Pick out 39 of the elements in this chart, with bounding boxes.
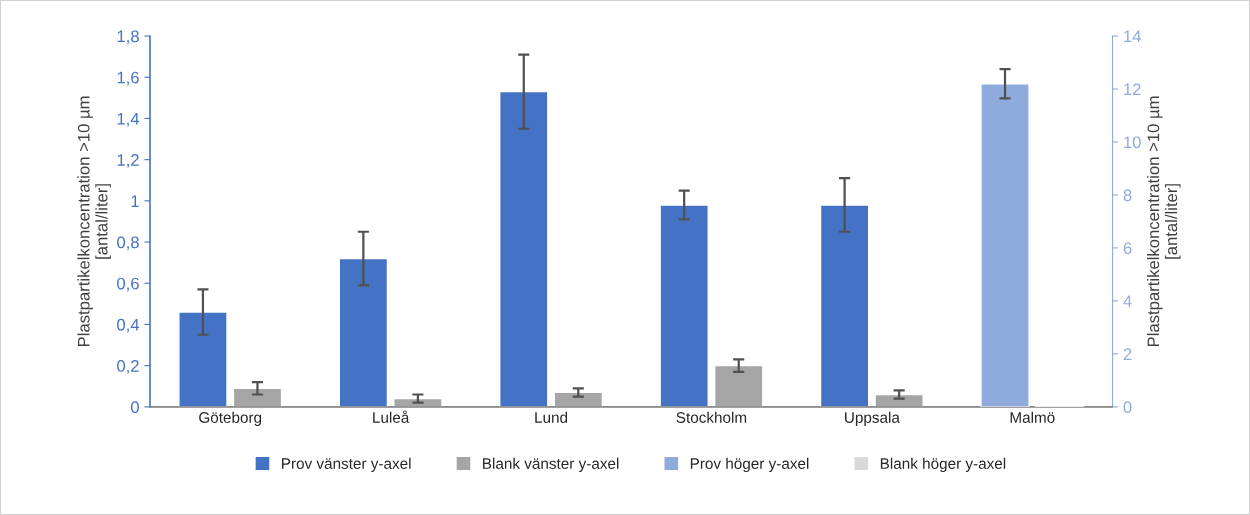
bar (819, 204, 870, 407)
y-tick-label: 0,2 (117, 360, 139, 374)
bar (874, 393, 924, 407)
y-tick-label: 1 (131, 195, 139, 207)
legend-label: Prov vänster y-axel (282, 457, 411, 472)
x-tick-label: Uppsala (845, 411, 900, 426)
x-tick-label: Göteborg (199, 411, 262, 426)
y-tick-label: 0,8 (117, 236, 139, 251)
y2-axis-title: Plastpartikelkoncentration >10 µm [antal/liter] (1147, 96, 1181, 347)
y-tick-label: 1,2 (117, 154, 139, 168)
bar (659, 204, 709, 407)
legend-label: Prov höger y-axel (690, 457, 809, 472)
bar (553, 391, 604, 407)
bar (713, 364, 764, 407)
x-tick-label: Stockholm (676, 411, 747, 423)
x-tick-label: Luleå (373, 410, 410, 423)
y-tick-label: 1,8 (117, 30, 139, 45)
y-tick-label: 1,6 (117, 71, 139, 86)
legend-label: Blank vänster y-axel (483, 457, 619, 472)
y2-tick-label: 10 (1124, 136, 1141, 149)
legend-label: Blank höger y-axel (880, 457, 1006, 472)
y2-tick-label: 2 (1123, 348, 1132, 360)
y2-tick-label: 4 (1123, 295, 1132, 307)
y2-tick-label: 6 (1123, 242, 1132, 255)
y2-tick-label: 14 (1124, 30, 1141, 43)
y-tick-label: 0,6 (117, 277, 139, 292)
y-axis-title: Plastpartikelkoncentration >10 µm [antal/liter] (77, 96, 111, 347)
y2-tick-label: 0 (1123, 401, 1132, 414)
bar (178, 311, 228, 407)
y-tick-label: 1,4 (117, 113, 140, 127)
y2-tick-label: 12 (1124, 83, 1141, 96)
x-tick-label: Lund (535, 411, 568, 423)
y-tick-label: 0 (130, 401, 139, 414)
y2-tick-label: 8 (1123, 189, 1132, 202)
bar (499, 90, 549, 407)
y-tick-label: 0,4 (117, 318, 140, 333)
bar (232, 387, 283, 407)
bar (338, 257, 389, 407)
x-tick-label: Malmö (1010, 411, 1055, 423)
